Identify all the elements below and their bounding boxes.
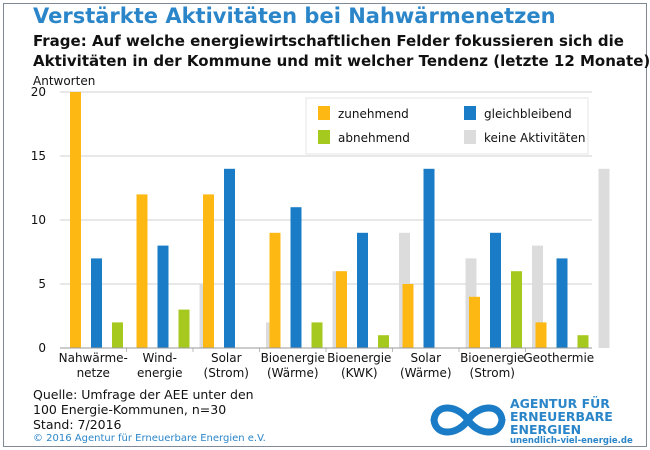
x-tick-label: Bioenergie	[261, 351, 325, 365]
x-tick-label: Solar	[410, 351, 441, 365]
x-tick-label: (Wärme)	[400, 366, 452, 380]
legend-label: abnehmend	[338, 131, 410, 145]
bar-zunehmend	[535, 322, 547, 348]
bar-abnehmend	[511, 271, 522, 348]
logo-line-1: AGENTUR FÜR	[510, 396, 610, 411]
copyright: © 2016 Agentur für Erneuerbare Energien …	[33, 433, 266, 444]
bar-keine-aktivitäten	[598, 168, 610, 348]
x-tick-label: Wind-	[143, 351, 178, 365]
infinity-logo-icon	[430, 404, 506, 436]
bar-gleichbleibend	[157, 245, 169, 348]
x-tick-label: Geothermie	[523, 351, 594, 365]
x-tick-label: Bioenergie	[327, 351, 391, 365]
logo-line-3: ENERGIEN	[510, 422, 582, 437]
bar-zunehmend	[269, 232, 281, 348]
source-note: Quelle: Umfrage der AEE unter den 100 En…	[33, 387, 254, 432]
x-tick-label: Bioenergie	[460, 351, 524, 365]
x-tick-label: (KWK)	[341, 366, 378, 380]
bar-abnehmend	[178, 309, 190, 348]
y-tick-label: 20	[31, 85, 46, 99]
bar-gleichbleibend	[423, 168, 435, 348]
logo-text: AGENTUR FÜR ERNEUERBARE ENERGIEN	[510, 397, 613, 436]
source-line-3: Stand: 7/2016	[33, 417, 122, 432]
chart-title: Verstärkte Aktivitäten bei Nahwärmenetze…	[33, 4, 556, 28]
bar-gleichbleibend	[490, 232, 501, 348]
question-line-2: Aktivitäten in der Kommune und mit welch…	[33, 52, 650, 70]
bar-gleichbleibend	[357, 232, 368, 348]
y-axis-label: Antworten	[33, 74, 96, 88]
source-line-1: Quelle: Umfrage der AEE unter den	[33, 387, 254, 402]
legend-swatch	[318, 106, 330, 120]
bar-keine-aktivitäten	[532, 245, 543, 348]
chart-question: Frage: Auf welche energiewirtschaftliche…	[33, 31, 650, 71]
y-tick-label: 10	[31, 213, 46, 227]
bar-zunehmend	[136, 194, 148, 348]
y-tick-label: 15	[31, 149, 46, 163]
legend-label: gleichbleibend	[484, 107, 572, 121]
x-tick-label: Solar	[211, 351, 242, 365]
x-tick-label: Nahwärme-	[59, 351, 128, 365]
bar-abnehmend	[112, 322, 123, 348]
bar-zunehmend	[70, 92, 81, 348]
x-tick-label: netze	[77, 366, 110, 380]
legend-swatch	[464, 130, 476, 144]
logo-url: unendlich-viel-energie.de	[510, 436, 633, 446]
bar-zunehmend	[336, 271, 347, 348]
logo-line-2: ERNEUERBARE	[510, 409, 613, 424]
x-tick-label: energie	[137, 366, 182, 380]
bar-zunehmend	[469, 296, 480, 348]
bar-abnehmend	[577, 335, 589, 348]
bar-gleichbleibend	[556, 258, 568, 348]
bar-abnehmend	[378, 335, 389, 348]
source-line-2: 100 Energie-Kommunen, n=30	[33, 402, 227, 417]
legend-label: keine Aktivitäten	[484, 131, 585, 145]
chart-frame	[3, 3, 647, 447]
x-tick-label: (Strom)	[470, 366, 515, 380]
bar-gleichbleibend	[91, 258, 102, 348]
legend-swatch	[318, 130, 330, 144]
bar-zunehmend	[402, 284, 414, 348]
bar-abnehmend	[311, 322, 323, 348]
x-tick-label: (Wärme)	[267, 366, 319, 380]
bar-zunehmend	[203, 194, 214, 348]
legend-box	[305, 97, 589, 155]
y-tick-label: 5	[38, 277, 46, 291]
x-tick-label: (Strom)	[204, 366, 249, 380]
question-line-1: Frage: Auf welche energiewirtschaftliche…	[33, 32, 624, 50]
y-tick-label: 0	[38, 341, 46, 355]
legend-swatch	[464, 106, 476, 120]
bar-gleichbleibend	[290, 207, 302, 348]
bar-gleichbleibend	[224, 168, 235, 348]
legend-label: zunehmend	[338, 107, 409, 121]
